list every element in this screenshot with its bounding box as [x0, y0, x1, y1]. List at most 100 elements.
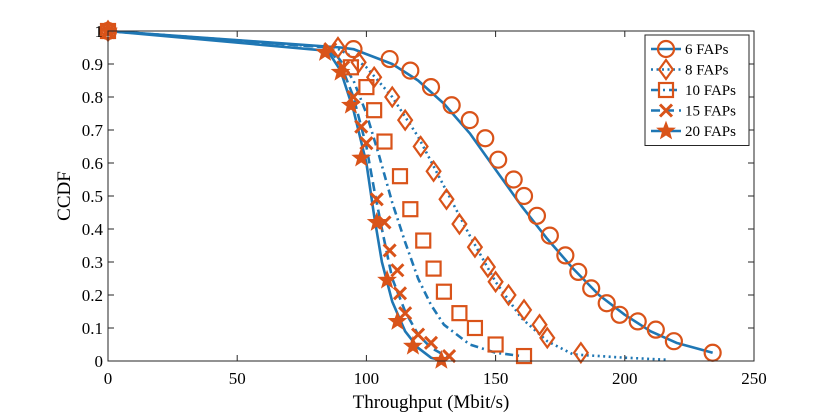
series-1-marker-3: [380, 49, 399, 69]
series-1-marker-16: [582, 279, 601, 298]
series-markers: [98, 19, 722, 369]
y-tick-label-1: 0.1: [82, 319, 103, 338]
series-4-marker-5: [354, 119, 369, 134]
series-2-marker-11: [466, 235, 484, 259]
series-1-marker-9: [489, 150, 508, 169]
series-1-marker-10: [504, 170, 523, 189]
series-2-marker-8: [425, 159, 442, 183]
legend-label-4: 15 FAPs: [685, 104, 736, 120]
series-line-1: [107, 29, 714, 355]
series-2-marker-13: [487, 270, 504, 294]
legend-marker-1: [656, 39, 676, 59]
series-4-marker-12: [398, 306, 413, 321]
series-4-marker-14: [423, 335, 439, 350]
axes: 0 50 100 150 200 250 0 0.1 0.2 0.3 0.4 0.5 0.6 0.7 0.8…: [82, 22, 767, 388]
series-3-marker-13: [487, 336, 504, 353]
y-tick-label-2: 0.2: [82, 286, 103, 305]
series-3-marker-6: [391, 168, 409, 185]
series-1-marker-2: [344, 40, 363, 59]
x-tick-label-3: 150: [483, 369, 509, 388]
series-2-marker-9: [438, 187, 455, 211]
series-2-marker-10: [451, 212, 468, 236]
series-2-marker-12: [479, 255, 497, 279]
series-2-marker-5: [384, 85, 401, 109]
series-1-marker-7: [460, 110, 479, 130]
series-1-marker-17: [597, 294, 616, 313]
y-tick-label-9: 0.9: [82, 55, 103, 74]
series-3-marker-7: [402, 201, 419, 218]
series-5-marker-2: [315, 42, 335, 61]
legend-box: [644, 34, 750, 146]
series-3-marker-5: [376, 133, 393, 150]
series-3-marker-10: [435, 283, 453, 300]
legend-label-1: 6 FAPs: [685, 42, 729, 58]
series-3-marker-3: [358, 78, 375, 96]
legend-marker-2: [657, 58, 675, 81]
y-tick-label-3: 0.3: [82, 253, 103, 272]
series-5-marker-7: [377, 269, 397, 289]
series-1-marker-15: [569, 262, 588, 281]
series-4-marker-6: [359, 136, 374, 151]
legend-label-5: 20 FAPs: [685, 124, 736, 140]
series-2-marker-7: [412, 135, 429, 158]
series-1-marker-21: [664, 332, 683, 351]
series-5-marker-8: [387, 310, 408, 330]
series-5-marker-10: [431, 349, 452, 369]
series-1-marker-20: [646, 320, 665, 339]
legend: 6 FAPs 8 FAPs 10 FAPs 15 FAPs 20 FAPs: [644, 34, 750, 146]
series-5-marker-5: [351, 147, 372, 167]
series-2-marker-6: [396, 108, 414, 132]
series-3-marker-4: [366, 102, 383, 119]
legend-label-3: 10 FAPs: [685, 83, 736, 99]
series-line-2: [107, 29, 667, 361]
series-5-marker-4: [340, 94, 361, 114]
series-1-marker-14: [556, 246, 575, 265]
series-1-marker-18: [610, 305, 629, 324]
series-4-marker-9: [382, 243, 397, 258]
series-3-marker-8: [415, 232, 432, 249]
y-tick-label-5: 0.5: [82, 187, 103, 206]
series-1-marker-13: [540, 226, 559, 245]
series-2-marker-16: [531, 313, 548, 337]
series-2-marker-17: [539, 326, 556, 350]
series-lines: [107, 29, 714, 362]
series-1-marker-11: [514, 186, 534, 206]
x-tick-label-1: 50: [229, 369, 246, 388]
y-tick-label-4: 0.4: [82, 220, 104, 239]
series-1-marker-19: [628, 312, 647, 331]
series-1-marker-12: [527, 206, 547, 225]
y-tick-label-7: 0.7: [82, 121, 104, 140]
series-3-marker-14: [515, 347, 533, 365]
series-3-marker-11: [451, 305, 468, 322]
series-5-marker-6: [366, 211, 387, 231]
legend-marker-5: [656, 120, 676, 140]
series-line-5: [107, 29, 442, 362]
series-1-marker-6: [442, 96, 461, 115]
series-1-marker-4: [401, 61, 420, 80]
y-axis-title: CCDF: [54, 171, 75, 221]
y-tick-label-0: 0: [95, 352, 104, 371]
series-4-marker-10: [390, 263, 405, 278]
y-tick-label-8: 0.8: [82, 88, 103, 107]
x-tick-label-4: 200: [612, 369, 638, 388]
x-tick-label-5: 250: [741, 369, 767, 388]
series-1-marker-8: [476, 129, 495, 148]
series-3-marker-9: [425, 260, 442, 277]
series-4-marker-13: [411, 327, 426, 342]
legend-marker-3: [657, 81, 675, 99]
series-1-marker-5: [421, 77, 441, 97]
x-tick-label-2: 100: [354, 369, 380, 388]
legend-marker-4: [658, 103, 674, 118]
y-tick-label-6: 0.6: [82, 154, 103, 173]
series-2-marker-18: [572, 341, 590, 365]
series-4-marker-7: [369, 192, 384, 207]
x-axis-title: Throughput (Mbit/s): [353, 392, 510, 413]
series-3-marker-12: [466, 319, 484, 337]
series-4-marker-11: [392, 286, 408, 301]
series-2-marker-15: [515, 298, 533, 322]
series-2-marker-14: [500, 283, 517, 307]
y-tick-label-10: 1: [95, 22, 104, 41]
series-5-marker-9: [402, 335, 423, 355]
series-5-marker-3: [330, 61, 351, 81]
